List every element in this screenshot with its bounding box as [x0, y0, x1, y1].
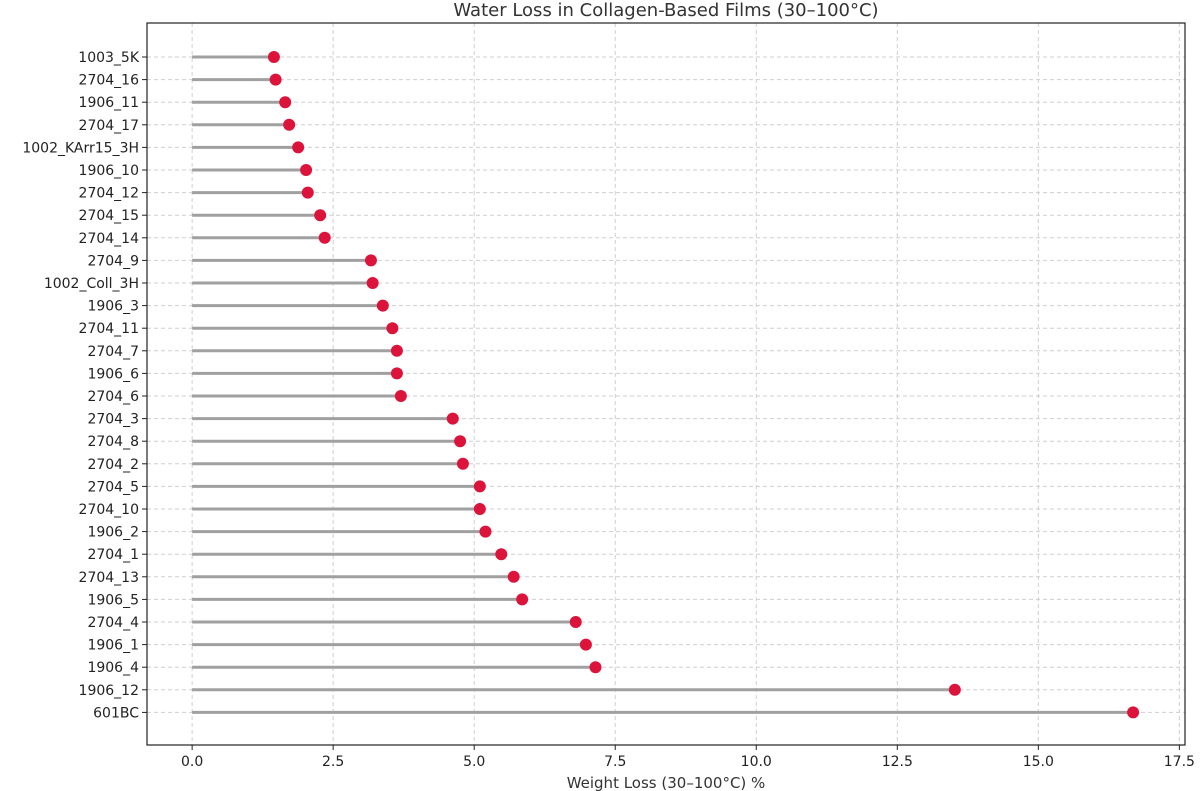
lollipop-marker [269, 73, 282, 86]
lollipop-marker [473, 503, 486, 515]
x-tick-label: 15.0 [1023, 754, 1054, 770]
y-tick-label: 1906_3 [87, 299, 139, 315]
lollipop-marker [267, 51, 280, 63]
lollipop-marker [279, 96, 292, 109]
y-tick-label: 1002_Coll_3H [44, 276, 139, 292]
y-tick-label: 2704_11 [79, 321, 139, 337]
y-tick-label: 2704_16 [79, 73, 140, 89]
y-axis: 1003_5K 2704_16 1906_11 2704_17 1002_KArr15_… [22, 50, 147, 721]
lollipop-marker [292, 141, 305, 154]
lollipop-marker [366, 277, 379, 289]
lollipop-marker [314, 209, 327, 222]
x-axis-label: Weight Loss (30–100°C) % [567, 774, 766, 791]
x-tick-label: 0.0 [181, 754, 203, 770]
x-tick-label: 12.5 [882, 754, 913, 770]
y-tick-label: 2704_15 [79, 208, 139, 224]
y-tick-label: 2704_17 [79, 118, 139, 134]
lollipop-marker [300, 164, 313, 176]
y-tick-label: 2704_1 [87, 547, 139, 563]
y-tick-label: 2704_3 [87, 412, 139, 428]
lollipop-marker [390, 344, 403, 357]
plot-frame [146, 22, 1186, 746]
x-tick-label: 5.0 [463, 754, 485, 770]
stem-layer [192, 55, 1134, 714]
y-tick-label: 2704_4 [87, 615, 139, 631]
y-tick-label: 2704_2 [87, 457, 139, 473]
lollipop-marker [301, 186, 314, 199]
lollipop-marker [495, 548, 508, 561]
lollipop-marker [390, 367, 403, 380]
y-tick-label: 2704_7 [87, 344, 139, 360]
lollipop-marker [376, 299, 389, 312]
y-tick-label: 1906_1 [87, 638, 139, 654]
y-tick-label: 2704_8 [87, 434, 139, 450]
x-axis: 0.0 2.5 5.0 7.5 10.0 12.5 15.0 17.5 [181, 745, 1195, 770]
lollipop-marker [394, 390, 407, 402]
y-tick-label: 1906_6 [87, 366, 139, 382]
y-tick-label: 1906_2 [87, 525, 139, 541]
y-tick-label: 2704_5 [87, 479, 139, 495]
y-tick-label: 601BC [93, 705, 139, 721]
y-tick-label: 2704_9 [87, 253, 139, 269]
y-tick-label: 1003_5K [78, 50, 140, 66]
y-tick-label: 2704_13 [79, 570, 139, 586]
lollipop-marker [948, 683, 961, 696]
x-tick-label: 7.5 [604, 754, 626, 770]
lollipop-marker [569, 616, 582, 628]
y-tick-label: 2704_10 [79, 502, 139, 518]
lollipop-marker [579, 638, 592, 651]
lollipop-marker [446, 412, 459, 425]
lollipop-marker [479, 525, 492, 538]
chart-title: Water Loss in Collagen-Based Films (30–1… [453, 0, 878, 21]
lollipop-marker [456, 457, 469, 470]
x-tick-label: 17.5 [1164, 754, 1195, 770]
lollipop-marker [516, 593, 529, 606]
lollipop-marker [386, 322, 399, 335]
y-tick-label: 1906_4 [87, 660, 139, 676]
y-tick-label: 1906_5 [87, 592, 139, 608]
y-tick-label: 2704_6 [87, 389, 139, 405]
x-tick-label: 10.0 [741, 754, 772, 770]
lollipop-marker [589, 661, 602, 674]
lollipop-marker [318, 231, 331, 244]
y-tick-label: 1906_10 [79, 163, 139, 179]
lollipop-marker [507, 570, 520, 583]
marker-layer [267, 51, 1140, 719]
y-tick-label: 1906_12 [79, 683, 139, 699]
lollipop-marker [283, 118, 296, 131]
lollipop-marker [1127, 706, 1140, 719]
x-tick-label: 2.5 [322, 754, 344, 770]
lollipop-marker [364, 254, 377, 267]
y-tick-label: 2704_14 [79, 231, 140, 247]
lollipop-marker [454, 435, 467, 448]
grid-layer [147, 23, 1185, 745]
y-tick-label: 2704_12 [79, 186, 139, 202]
y-tick-label: 1002_KArr15_3H [22, 140, 139, 156]
y-tick-label: 1906_11 [79, 95, 139, 111]
lollipop-marker [473, 480, 486, 493]
